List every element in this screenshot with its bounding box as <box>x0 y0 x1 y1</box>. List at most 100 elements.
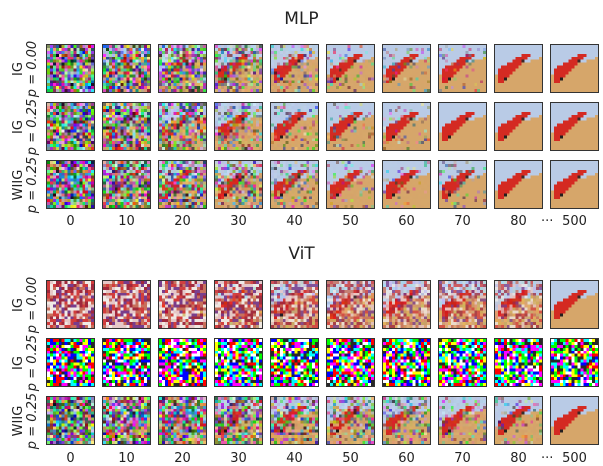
image-tile <box>270 338 319 387</box>
image-tile <box>214 280 263 329</box>
ellipsis: ··· <box>541 451 554 466</box>
panel-title: ViT <box>288 244 315 264</box>
image-tile <box>382 280 431 329</box>
image-tile <box>326 280 375 329</box>
image-tile <box>494 44 543 93</box>
step-label: 50 <box>342 451 359 466</box>
image-tile <box>158 338 207 387</box>
step-label: 40 <box>286 214 303 229</box>
image-tile <box>382 44 431 93</box>
image-tile <box>494 102 543 151</box>
step-label: 30 <box>230 451 247 466</box>
image-tile <box>382 160 431 209</box>
row-param: p = 0.25 <box>25 334 40 391</box>
step-label: 0 <box>66 214 75 229</box>
image-tile <box>158 396 207 445</box>
step-label: 80 <box>510 451 527 466</box>
row-label: IG p = 0.25 <box>11 97 40 157</box>
row-method: IG <box>11 355 26 370</box>
image-tile <box>102 160 151 209</box>
step-label: 50 <box>342 214 359 229</box>
image-tile <box>46 160 95 209</box>
row-method: WIIG <box>11 405 26 436</box>
step-label: 10 <box>118 214 135 229</box>
image-tile <box>550 44 599 93</box>
image-tile <box>382 396 431 445</box>
image-tile <box>382 338 431 387</box>
panel-title: MLP <box>284 9 319 29</box>
row-label: IG p = 0.00 <box>11 39 40 99</box>
image-tile <box>214 102 263 151</box>
image-tile <box>550 160 599 209</box>
image-tile <box>158 280 207 329</box>
image-tile <box>494 396 543 445</box>
image-tile <box>494 160 543 209</box>
step-label: 30 <box>230 214 247 229</box>
row-label: IG p = 0.00 <box>11 275 40 335</box>
row-param: p = 0.25 <box>25 156 40 213</box>
image-tile <box>46 338 95 387</box>
image-tile <box>438 396 487 445</box>
step-label: 500 <box>562 214 587 229</box>
image-tile <box>382 102 431 151</box>
row-method: WIIG <box>11 169 26 200</box>
image-tile <box>326 396 375 445</box>
image-tile <box>550 102 599 151</box>
step-label: 60 <box>398 451 415 466</box>
image-tile <box>270 44 319 93</box>
image-tile <box>214 160 263 209</box>
row-param: p = 0.00 <box>25 276 40 333</box>
step-label: 20 <box>174 214 191 229</box>
image-tile <box>326 160 375 209</box>
image-tile <box>46 280 95 329</box>
image-tile <box>102 44 151 93</box>
step-label: 70 <box>454 214 471 229</box>
image-tile <box>494 338 543 387</box>
image-tile <box>102 102 151 151</box>
row-label: WIIG p = 0.25 <box>11 155 40 215</box>
image-tile <box>214 338 263 387</box>
image-tile <box>46 396 95 445</box>
image-tile <box>158 102 207 151</box>
ellipsis: ··· <box>541 214 554 229</box>
image-tile <box>550 280 599 329</box>
image-tile <box>326 102 375 151</box>
image-tile <box>158 44 207 93</box>
image-tile <box>326 44 375 93</box>
row-param: p = 0.00 <box>25 40 40 97</box>
image-tile <box>438 44 487 93</box>
step-label: 20 <box>174 451 191 466</box>
image-tile <box>214 396 263 445</box>
image-tile <box>46 102 95 151</box>
image-tile <box>438 338 487 387</box>
step-label: 10 <box>118 451 135 466</box>
image-tile <box>46 44 95 93</box>
row-label: IG p = 0.25 <box>11 333 40 393</box>
step-label: 70 <box>454 451 471 466</box>
image-tile <box>270 396 319 445</box>
step-label: 500 <box>562 451 587 466</box>
image-tile <box>102 396 151 445</box>
image-tile <box>102 280 151 329</box>
image-tile <box>326 338 375 387</box>
row-method: IG <box>11 297 26 312</box>
image-tile <box>494 280 543 329</box>
row-param: p = 0.25 <box>25 98 40 155</box>
row-param: p = 0.25 <box>25 392 40 449</box>
image-tile <box>550 396 599 445</box>
row-method: IG <box>11 119 26 134</box>
image-tile <box>438 280 487 329</box>
image-tile <box>158 160 207 209</box>
step-label: 40 <box>286 451 303 466</box>
row-method: IG <box>11 61 26 76</box>
image-tile <box>270 102 319 151</box>
image-tile <box>102 338 151 387</box>
image-tile <box>438 102 487 151</box>
image-tile <box>270 280 319 329</box>
row-label: WIIG p = 0.25 <box>11 391 40 451</box>
step-label: 80 <box>510 214 527 229</box>
image-tile <box>438 160 487 209</box>
image-tile <box>214 44 263 93</box>
step-label: 0 <box>66 451 75 466</box>
image-tile <box>270 160 319 209</box>
